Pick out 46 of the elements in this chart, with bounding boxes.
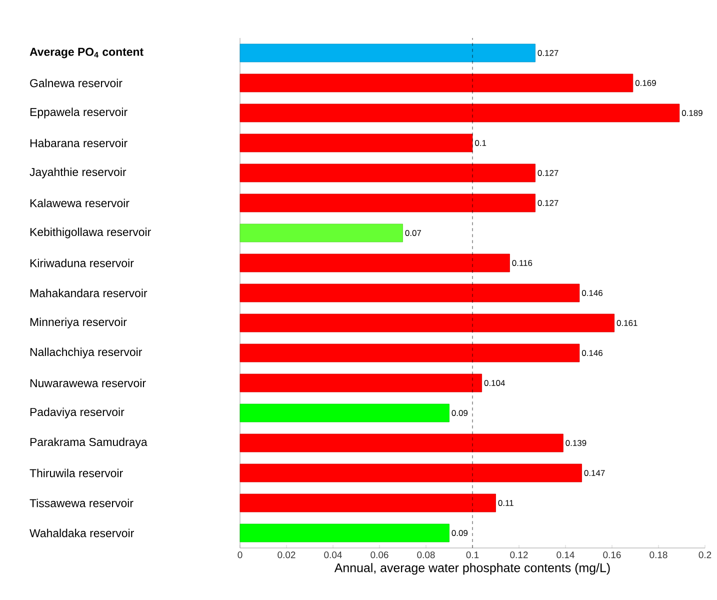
y-tick-label: Mahakandara reservoir xyxy=(30,288,148,298)
data-label: 0.146 xyxy=(582,290,602,296)
x-tick-label: 0.2 xyxy=(698,552,712,558)
data-label: 0.139 xyxy=(566,440,586,446)
x-tick-label: 0.1 xyxy=(466,552,479,558)
x-tick-label: 0.18 xyxy=(650,552,668,558)
data-label: 0.189 xyxy=(682,110,702,116)
y-tick-label: Wahaldaka reservoir xyxy=(30,528,134,538)
data-label: 0.104 xyxy=(484,380,505,386)
y-tick-label: Tissawewa reservoir xyxy=(30,498,134,508)
y-tick-label: Padaviya reservoir xyxy=(30,408,124,418)
data-label: 0.147 xyxy=(584,470,605,476)
category-label: Average PO$_{4}$ content xyxy=(30,48,144,58)
x-tick-label: 0.02 xyxy=(278,552,296,558)
y-tick-label: Thiruwila reservoir xyxy=(30,468,123,478)
y-tick-label: Jayahthie reservoir xyxy=(30,168,126,178)
data-label: 0.09 xyxy=(452,410,468,416)
data-label: 0.127 xyxy=(538,200,558,206)
data-label: 0.146 xyxy=(582,350,602,356)
x-tick-label: 0.08 xyxy=(417,552,435,558)
data-label: 0.1 xyxy=(475,140,486,146)
x-tick-label: 0.04 xyxy=(324,552,342,558)
data-label: 0.116 xyxy=(512,260,532,266)
y-tick-label: Galnewa reservoir xyxy=(30,78,122,88)
data-label: 0.07 xyxy=(405,230,422,236)
y-tick-label: Nuwarawewa reservoir xyxy=(30,378,146,388)
data-label: 0.09 xyxy=(452,530,468,536)
y-tick-label: Parakrama Samudraya xyxy=(30,438,148,448)
y-tick-label: Kiriwaduna reservoir xyxy=(30,258,134,268)
x-tick-label: 0.12 xyxy=(510,552,528,558)
x-tick-label: 0.16 xyxy=(603,552,621,558)
data-label: 0.127 xyxy=(538,170,558,176)
x-axis-title: Annual, average water phosphate contents (mg/L) xyxy=(334,563,610,575)
x-tick-label: 0.14 xyxy=(556,552,574,558)
data-label: 0.11 xyxy=(498,500,514,506)
y-tick-label: Eppawela reservoir xyxy=(30,108,128,118)
y-tick-label: Habarana reservoir xyxy=(30,138,128,148)
x-tick-label: 0 xyxy=(238,552,242,558)
x-tick-label: 0.06 xyxy=(370,552,388,558)
data-label: 0.161 xyxy=(616,320,638,326)
y-tick-label: Minneriya reservoir xyxy=(30,318,127,328)
y-tick-label: Kebithigollawa reservoir xyxy=(30,228,151,238)
data-label: 0.169 xyxy=(635,80,656,86)
data-label: 0.127 xyxy=(538,50,558,56)
y-tick-label: Kalawewa reservoir xyxy=(30,198,130,208)
y-tick-label: Nallachchiya reservoir xyxy=(30,348,142,358)
